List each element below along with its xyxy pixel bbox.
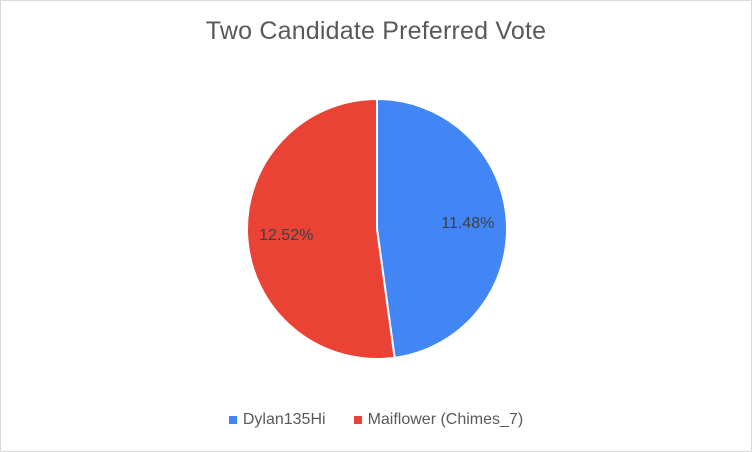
legend-swatch-maiflower <box>353 416 362 424</box>
pie-slice-2[interactable] <box>246 97 396 360</box>
legend-label-maiflower: Maiflower (Chimes_7) <box>367 411 524 428</box>
pie-data-label-1: 11.48% <box>441 215 494 232</box>
chart-title: Two Candidate Preferred Vote <box>205 17 547 45</box>
pie-labels: 11.48% 12.52% <box>259 215 494 244</box>
pie-slice-1[interactable] <box>376 97 508 359</box>
legend-label-dylan135hi: Dylan135Hi <box>242 411 326 428</box>
legend-item-dylan135hi[interactable]: Dylan135Hi <box>228 411 326 429</box>
pie-slices <box>246 97 508 360</box>
legend-swatch-dylan135hi <box>228 416 237 424</box>
pie-data-label-2: 12.52% <box>259 227 313 244</box>
legend: Dylan135Hi Maiflower (Chimes_7) <box>1 411 751 429</box>
legend-item-maiflower[interactable]: Maiflower (Chimes_7) <box>353 411 524 429</box>
